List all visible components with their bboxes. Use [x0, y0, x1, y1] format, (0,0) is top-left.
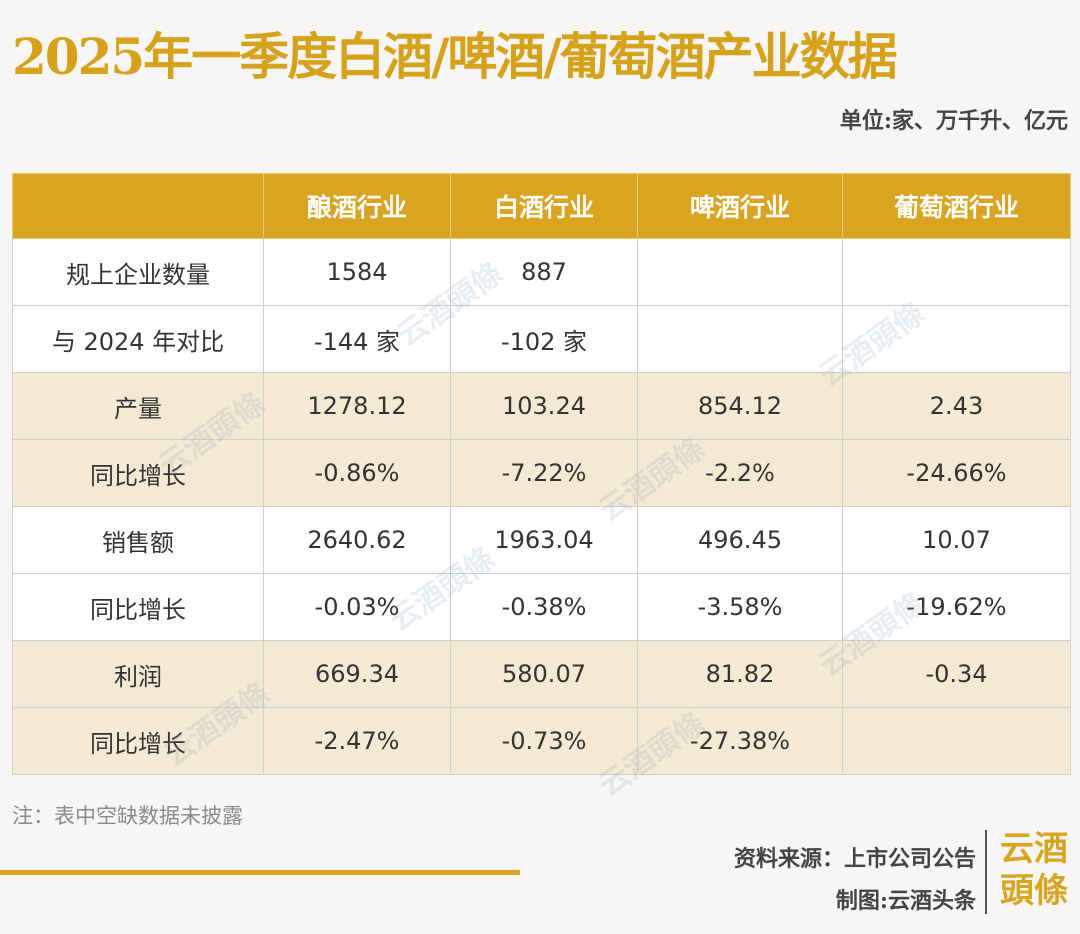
table-cell: 887 — [450, 238, 638, 306]
table-cell: 496.45 — [637, 506, 843, 574]
table-row: 销售额 2640.62 1963.04 496.45 10.07 — [12, 506, 1071, 574]
table-header-row: 酿酒行业 白酒行业 啤酒行业 葡萄酒行业 — [12, 173, 1071, 239]
table-row: 规上企业数量 1584 887 — [12, 238, 1071, 306]
header-empty — [12, 173, 264, 239]
table-cell: -24.66% — [842, 439, 1071, 507]
table-cell: -7.22% — [450, 439, 638, 507]
table-cell: 1963.04 — [450, 506, 638, 574]
table-cell: 2640.62 — [263, 506, 451, 574]
row-label: 同比增长 — [12, 439, 264, 507]
brand-logo: 云酒 頭條 — [994, 828, 1074, 912]
table-cell: 2.43 — [842, 372, 1071, 440]
row-label: 销售额 — [12, 506, 264, 574]
made-by-label: 制图:云酒头条 — [835, 888, 976, 914]
row-label: 与 2024 年对比 — [12, 305, 264, 373]
source-block: 资料来源：上市公司公告 制图:云酒头条 — [734, 838, 976, 922]
table-row: 同比增长 -2.47% -0.73% -27.38% — [12, 707, 1071, 775]
header-baijiu: 白酒行业 — [450, 173, 638, 239]
table-cell: 580.07 — [450, 640, 638, 708]
row-label: 规上企业数量 — [12, 238, 264, 306]
table-cell: -144 家 — [263, 305, 451, 373]
footnote: 注：表中空缺数据未披露 — [12, 804, 243, 828]
table-cell: -0.38% — [450, 573, 638, 641]
table-cell: -0.73% — [450, 707, 638, 775]
footer-accent-line — [0, 870, 520, 875]
table-cell: 669.34 — [263, 640, 451, 708]
row-label: 产量 — [12, 372, 264, 440]
table-cell: -27.38% — [637, 707, 843, 775]
table-cell: -2.47% — [263, 707, 451, 775]
table-cell: 10.07 — [842, 506, 1071, 574]
page-title: 2025年一季度白酒/啤酒/葡萄酒产业数据 — [12, 27, 898, 86]
row-label: 同比增长 — [12, 573, 264, 641]
table-cell: 854.12 — [637, 372, 843, 440]
table-cell: 1278.12 — [263, 372, 451, 440]
table-cell: 1584 — [263, 238, 451, 306]
table-cell: 103.24 — [450, 372, 638, 440]
header-brewing: 酿酒行业 — [263, 173, 451, 239]
table-cell — [842, 707, 1071, 775]
source-label: 资料来源：上市公司公告 — [733, 846, 976, 872]
logo-divider — [985, 830, 987, 914]
table-row: 同比增长 -0.86% -7.22% -2.2% -24.66% — [12, 439, 1071, 507]
header-wine: 葡萄酒行业 — [842, 173, 1071, 239]
row-label: 同比增长 — [12, 707, 264, 775]
table-row: 与 2024 年对比 -144 家 -102 家 — [12, 305, 1071, 373]
unit-label: 单位:家、万千升、亿元 — [839, 108, 1068, 134]
table-cell: -2.2% — [637, 439, 843, 507]
header-beer: 啤酒行业 — [637, 173, 843, 239]
table-row: 利润 669.34 580.07 81.82 -0.34 — [12, 640, 1071, 708]
table-cell: -0.03% — [263, 573, 451, 641]
table-cell: -0.34 — [842, 640, 1071, 708]
table-cell: 81.82 — [637, 640, 843, 708]
industry-data-table: 酿酒行业 白酒行业 啤酒行业 葡萄酒行业 规上企业数量 1584 887 与 2… — [12, 173, 1071, 775]
table-cell: -102 家 — [450, 305, 638, 373]
row-label: 利润 — [12, 640, 264, 708]
table-row: 同比增长 -0.03% -0.38% -3.58% -19.62% — [12, 573, 1071, 641]
table-row: 产量 1278.12 103.24 854.12 2.43 — [12, 372, 1071, 440]
table-cell — [842, 305, 1071, 373]
table-cell — [842, 238, 1071, 306]
table-cell: -19.62% — [842, 573, 1071, 641]
table-cell — [637, 238, 843, 306]
logo-line-2: 頭條 — [1000, 871, 1068, 911]
table-cell: -3.58% — [637, 573, 843, 641]
logo-line-1: 云酒 — [1000, 829, 1068, 869]
table-cell: -0.86% — [263, 439, 451, 507]
table-cell — [637, 305, 843, 373]
